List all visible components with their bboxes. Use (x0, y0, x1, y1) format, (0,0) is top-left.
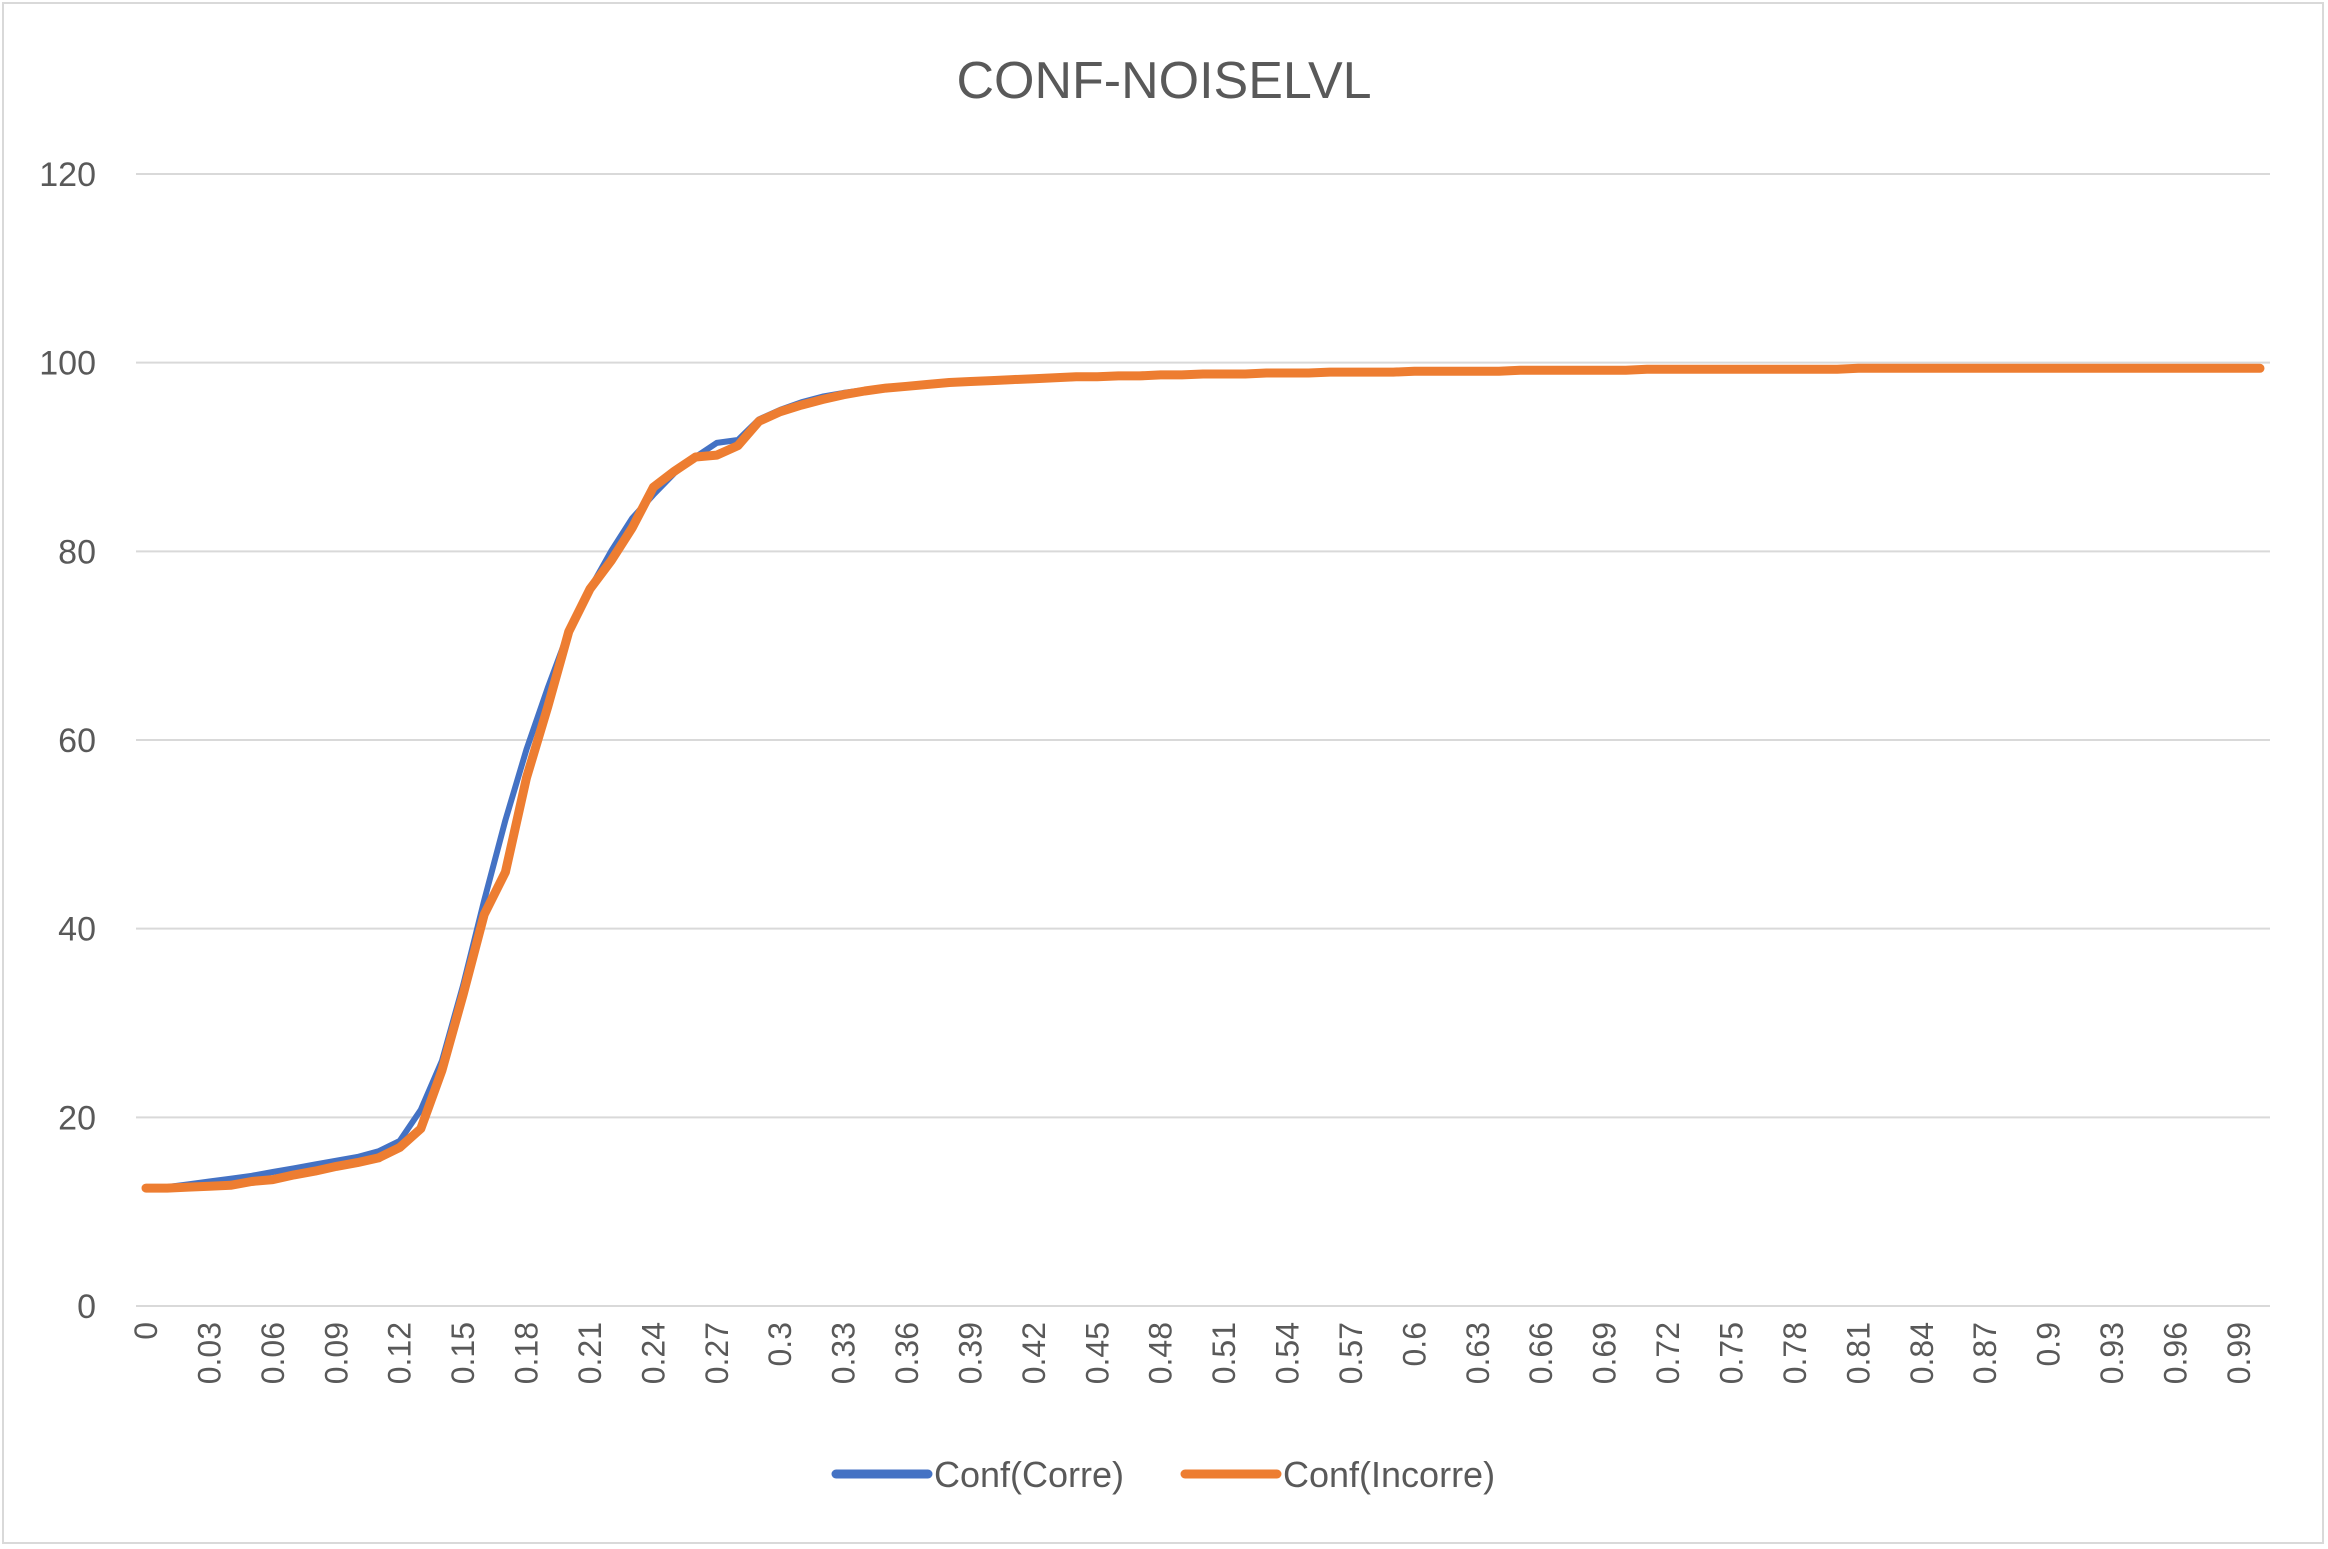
x-tick-label: 0.75 (1714, 1322, 1750, 1384)
legend-label-2: Conf(Incorre) (1283, 1454, 1495, 1495)
x-tick-label: 0.09 (318, 1322, 354, 1384)
x-tick-label: 0.18 (509, 1322, 545, 1384)
x-tick-label: 0.96 (2157, 1322, 2193, 1384)
y-axis-ticks: 0 20 40 60 80 100 120 (39, 156, 96, 1326)
x-tick-label: 0.21 (572, 1322, 608, 1384)
x-tick-label: 0.33 (826, 1322, 862, 1384)
x-tick-label: 0.81 (1840, 1322, 1876, 1384)
x-tick-label: 0.78 (1777, 1322, 1813, 1384)
x-tick-label: 0.39 (952, 1322, 988, 1384)
x-tick-label: 0.36 (889, 1322, 925, 1384)
x-tick-label: 0.51 (1206, 1322, 1242, 1384)
gridlines (136, 173, 2270, 1307)
x-tick-label: 0.12 (382, 1322, 418, 1384)
y-tick-label: 100 (39, 345, 96, 383)
x-tick-label: 0.54 (1270, 1322, 1306, 1384)
x-tick-label: 0.66 (1523, 1322, 1559, 1384)
x-tick-label: 0.3 (762, 1322, 798, 1366)
x-tick-label: 0.63 (1460, 1322, 1496, 1384)
x-tick-label: 0.69 (1587, 1322, 1623, 1384)
y-tick-label: 120 (39, 156, 96, 194)
x-tick-label: 0.93 (2094, 1322, 2130, 1384)
x-tick-label: 0.45 (1079, 1322, 1115, 1384)
x-tick-label: 0.42 (1016, 1322, 1052, 1384)
x-tick-label: 0.24 (635, 1322, 671, 1384)
x-tick-label: 0.06 (255, 1322, 291, 1384)
x-tick-label: 0 (128, 1322, 164, 1340)
y-tick-label: 60 (58, 722, 96, 760)
x-tick-label: 0.57 (1333, 1322, 1369, 1384)
y-tick-label: 80 (58, 533, 96, 571)
x-tick-label: 0.15 (445, 1322, 481, 1384)
y-tick-label: 0 (77, 1288, 96, 1326)
x-tick-label: 0.48 (1143, 1322, 1179, 1384)
x-tick-label: 0.99 (2221, 1322, 2257, 1384)
x-tick-label: 0.84 (1904, 1322, 1940, 1384)
series-line-2 (141, 363, 2265, 1193)
x-tick-label: 0.27 (699, 1322, 735, 1384)
legend: Conf(Corre) Conf(Incorre) (831, 1454, 1495, 1495)
x-tick-label: 0.6 (1396, 1322, 1432, 1366)
x-tick-label: 0.87 (1967, 1322, 2003, 1384)
x-tick-label: 0.9 (2031, 1322, 2067, 1366)
x-tick-label: 0.03 (191, 1322, 227, 1384)
x-axis-ticks: 0 0.03 0.06 0.09 0.12 0.15 0.18 0.21 0.24 0.27 0.3… (128, 1322, 2257, 1384)
chart-title: CONF-NOISELVL (956, 52, 1371, 110)
x-tick-label: 0.72 (1650, 1322, 1686, 1384)
y-tick-label: 40 (58, 911, 96, 949)
legend-label-1: Conf(Corre) (934, 1454, 1124, 1495)
y-tick-label: 20 (58, 1099, 96, 1137)
series-lines (141, 363, 2265, 1193)
